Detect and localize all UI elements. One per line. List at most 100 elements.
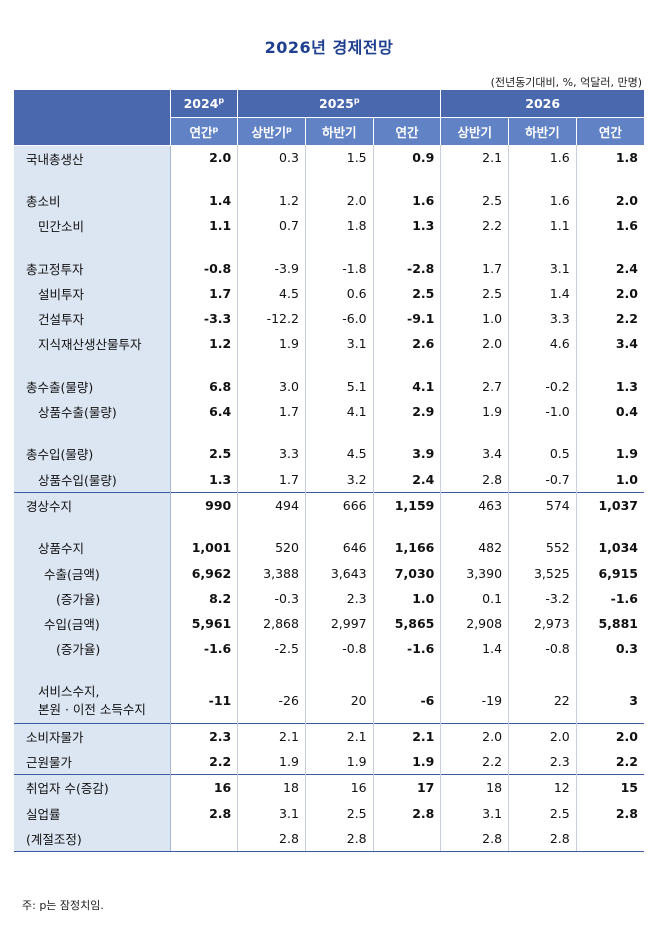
value-cell: 5,961 [169, 610, 238, 637]
spacer-row [14, 661, 644, 679]
value-cell: 520 [237, 535, 306, 561]
value-cell: 2.8 [237, 825, 306, 853]
value-cell: 1.9 [440, 398, 509, 425]
table-row: 상품수출(물량) 6.4 1.7 4.1 2.9 1.9 -1.0 0.4 [14, 398, 644, 425]
value-cell: 2.0 [440, 722, 509, 749]
header-period: 상반기p [237, 117, 306, 145]
value-cell: -0.7 [508, 466, 577, 493]
value-cell: 2.0 [304, 187, 374, 214]
value-cell: 0.3 [237, 145, 306, 171]
value-cell: 1.9 [575, 441, 644, 467]
spacer-cell [169, 170, 238, 188]
value-cell: 3,643 [304, 560, 374, 586]
value-cell: 1.4 [508, 280, 577, 306]
value-cell: 6.4 [169, 398, 238, 425]
value-cell: 0.9 [372, 145, 441, 171]
value-cell: 2.5 [440, 187, 509, 214]
value-cell: 2.7 [440, 373, 509, 399]
value-cell: -19 [440, 678, 509, 724]
value-cell: -1.6 [169, 636, 238, 662]
value-cell: 2.0 [169, 145, 238, 171]
value-cell: 2.5 [372, 280, 441, 306]
table-row: 상품수지 1,001 520 646 1,166 482 552 1,034 [14, 535, 644, 561]
spacer-row [14, 356, 644, 374]
spacer-row [14, 238, 644, 256]
value-cell: 7,030 [372, 560, 441, 586]
row-label: 지식재산생산물투자 [14, 331, 171, 357]
spacer-cell [372, 356, 441, 374]
value-cell: -26 [237, 678, 306, 724]
value-cell: 1.4 [440, 636, 509, 662]
value-cell: 2.2 [575, 748, 644, 775]
row-label: 총수입(물량) [14, 441, 171, 467]
value-cell: 2.1 [304, 722, 374, 749]
value-cell: -0.8 [304, 636, 374, 662]
spacer-cell [169, 238, 238, 256]
spacer-cell [304, 661, 374, 679]
table-row: 소비자물가 2.3 2.1 2.1 2.1 2.0 2.0 2.0 [14, 722, 644, 749]
value-cell: 4.5 [237, 280, 306, 306]
header-period: 하반기 [508, 117, 577, 145]
value-cell: 3.9 [372, 441, 441, 467]
spacer-label-cell [14, 238, 171, 256]
value-cell: 2.0 [575, 722, 644, 749]
value-cell: 4.1 [372, 373, 441, 399]
spacer-cell [372, 424, 441, 442]
spacer-label-cell [14, 661, 171, 679]
value-cell: 2.0 [575, 280, 644, 306]
value-cell: 2.8 [575, 800, 644, 826]
value-cell: 1.3 [372, 213, 441, 239]
table-row: 실업률 2.8 3.1 2.5 2.8 3.1 2.5 2.8 [14, 800, 644, 826]
value-cell: 1.9 [304, 748, 374, 775]
value-cell: 2,908 [440, 610, 509, 637]
row-label: 상품수출(물량) [14, 398, 171, 425]
value-cell: 3.1 [304, 331, 374, 357]
row-label: 상품수지 [14, 535, 171, 561]
spacer-cell [304, 356, 374, 374]
table-row: 총소비 1.4 1.2 2.0 1.6 2.5 1.6 2.0 [14, 187, 644, 214]
footnote: 주: p는 잠정치임. [22, 899, 104, 912]
row-label: 소비자물가 [14, 722, 171, 749]
value-cell: 18 [440, 774, 509, 801]
value-cell: 1.0 [575, 466, 644, 493]
value-cell: -1.6 [575, 585, 644, 611]
spacer-cell [440, 424, 509, 442]
value-cell [169, 825, 238, 853]
spacer-cell [237, 661, 306, 679]
row-label: 건설투자 [14, 305, 171, 332]
table-row: 서비스수지, 본원 · 이전 소득수지 -11 -26 20 -6 -19 22 3 [14, 678, 644, 724]
value-cell: 0.7 [237, 213, 306, 239]
value-cell: 16 [304, 774, 374, 801]
value-cell: 1.0 [440, 305, 509, 332]
value-cell: 3 [575, 678, 644, 724]
value-cell: 3.1 [237, 800, 306, 826]
value-cell: 3.4 [575, 331, 644, 357]
value-cell: -1.8 [304, 255, 374, 281]
value-cell: 1.8 [575, 145, 644, 171]
spacer-label-cell [14, 518, 171, 536]
value-cell: 22 [508, 678, 577, 724]
value-cell: 12 [508, 774, 577, 801]
value-cell: 2.8 [440, 825, 509, 853]
value-cell: 1.6 [372, 187, 441, 214]
value-cell: 2.8 [169, 800, 238, 826]
value-cell: 2,997 [304, 610, 374, 637]
value-cell: 494 [237, 491, 306, 519]
value-cell: 6,962 [169, 560, 238, 586]
spacer-cell [508, 661, 577, 679]
value-cell: 2.0 [575, 187, 644, 214]
value-cell: 2.5 [440, 280, 509, 306]
spacer-cell [440, 518, 509, 536]
value-cell: 3,525 [508, 560, 577, 586]
value-cell: -1.6 [372, 636, 441, 662]
value-cell: 2.5 [508, 800, 577, 826]
value-cell: 1.8 [304, 213, 374, 239]
spacer-cell [508, 356, 577, 374]
spacer-label-cell [14, 356, 171, 374]
spacer-cell [237, 238, 306, 256]
row-label: 국내총생산 [14, 145, 171, 171]
value-cell: -12.2 [237, 305, 306, 332]
value-cell: 2.3 [508, 748, 577, 775]
row-label: 실업률 [14, 800, 171, 826]
value-cell: 2.5 [304, 800, 374, 826]
